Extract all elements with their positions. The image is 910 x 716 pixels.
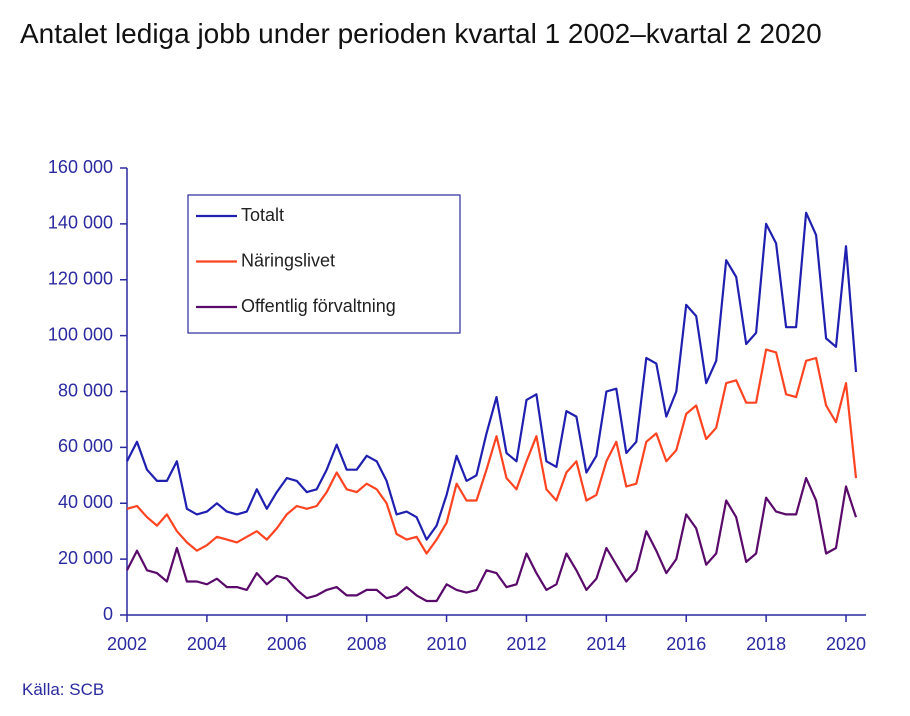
y-tick-label: 100 000 — [48, 324, 113, 344]
y-tick-label: 80 000 — [58, 380, 113, 400]
x-tick-label: 2012 — [506, 634, 546, 654]
y-tick-label: 20 000 — [58, 548, 113, 568]
legend-label: Offentlig förvaltning — [241, 296, 396, 316]
chart-title: Antalet lediga jobb under perioden kvart… — [20, 18, 822, 49]
x-tick-label: 2020 — [826, 634, 866, 654]
legend-label: Totalt — [241, 205, 284, 225]
x-tick-label: 2014 — [586, 634, 626, 654]
legend-box — [187, 194, 461, 334]
x-tick-label: 2008 — [347, 634, 387, 654]
y-tick-label: 40 000 — [58, 492, 113, 512]
x-tick-label: 2004 — [187, 634, 227, 654]
x-tick-label: 2018 — [746, 634, 786, 654]
x-tick-label: 2002 — [107, 634, 147, 654]
x-tick-label: 2010 — [427, 634, 467, 654]
series-line — [126, 211, 858, 541]
y-tick-label: 160 000 — [48, 157, 113, 177]
source: Källa: SCB — [22, 680, 105, 699]
x-tick-label: 2016 — [666, 634, 706, 654]
series-line — [126, 348, 858, 555]
legend-label: Näringslivet — [241, 250, 335, 270]
y-tick-label: 0 — [103, 604, 113, 624]
x-tick-label: 2006 — [267, 634, 307, 654]
series-line — [126, 477, 858, 603]
y-tick-label: 120 000 — [48, 269, 113, 289]
y-tick-label: 60 000 — [58, 436, 113, 456]
y-tick-label: 140 000 — [48, 213, 113, 233]
